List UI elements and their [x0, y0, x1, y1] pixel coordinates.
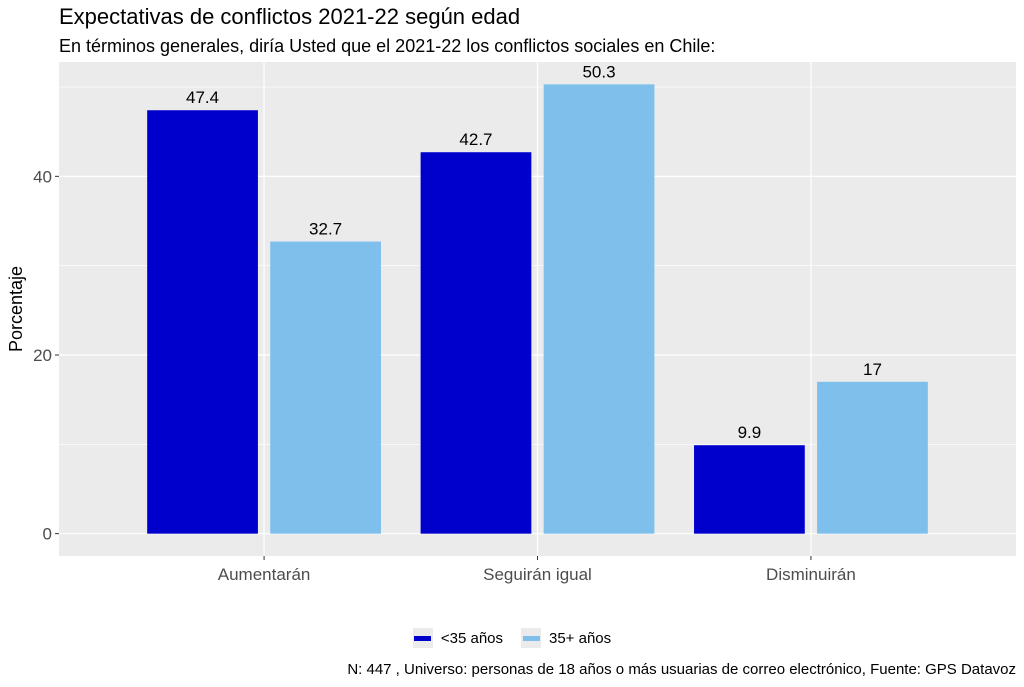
- bar-chart: 0 20 40 Aumentarán Seguirán igual Disminuirán…: [6, 62, 1016, 584]
- y-tick-label: 40: [33, 167, 52, 186]
- bar-under-35: [694, 445, 805, 534]
- x-tick-label: Aumentarán: [218, 565, 311, 584]
- bar-35-plus: [817, 381, 928, 534]
- bar-35-plus: [270, 241, 381, 534]
- y-tick-label: 20: [33, 346, 52, 365]
- data-label: 47.4: [186, 88, 219, 107]
- bar-35-plus: [543, 84, 655, 534]
- data-label: 50.3: [582, 62, 615, 81]
- bar-under-35: [147, 110, 258, 534]
- chart-title: Expectativas de conflictos 2021-22 según…: [59, 4, 521, 29]
- data-label: 9.9: [738, 423, 762, 442]
- legend: <35 años 35+ años: [0, 628, 1024, 648]
- data-label: 42.7: [459, 130, 492, 149]
- legend-label-35-plus: 35+ años: [549, 629, 612, 647]
- x-tick-label: Disminuirán: [766, 565, 856, 584]
- y-tick-label: 0: [43, 525, 52, 544]
- legend-swatch-35-plus: [522, 635, 540, 641]
- legend-item-under-35: <35 años: [412, 628, 503, 648]
- bar-under-35: [420, 152, 532, 534]
- data-label: 17: [863, 360, 882, 379]
- y-axis-label: Porcentaje: [6, 266, 26, 352]
- legend-swatch-under-35: [414, 635, 432, 641]
- legend-key-under-35: [412, 628, 433, 648]
- chart-subtitle: En términos generales, diría Usted que e…: [59, 36, 716, 56]
- data-label: 32.7: [309, 220, 342, 239]
- chart-caption: N: 447 , Universo: personas de 18 años o…: [347, 661, 1016, 678]
- legend-key-35-plus: [521, 628, 541, 648]
- x-tick-label: Seguirán igual: [483, 565, 592, 584]
- legend-item-35-plus: 35+ años: [521, 628, 611, 648]
- legend-label-under-35: <35 años: [440, 629, 503, 647]
